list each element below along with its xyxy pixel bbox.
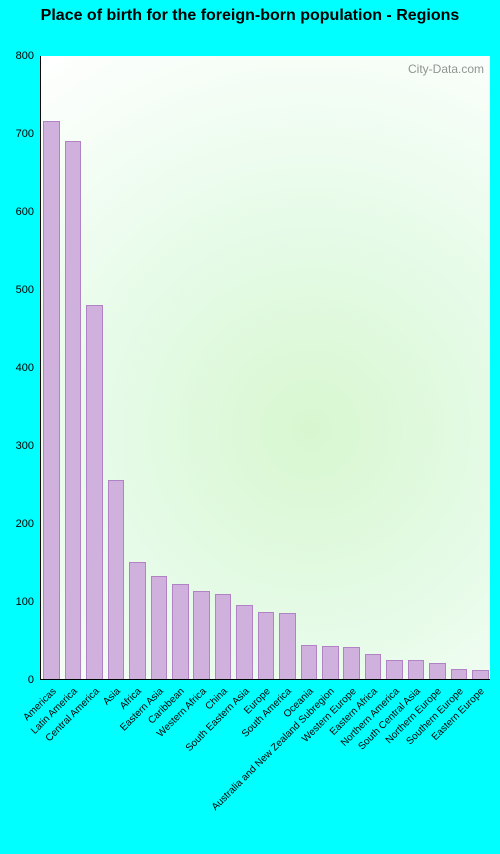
bar (43, 121, 60, 679)
bar (65, 141, 82, 679)
ytick-label: 800 (0, 50, 34, 62)
ytick-label: 200 (0, 518, 34, 530)
plot-area (40, 56, 490, 680)
ytick-label: 300 (0, 440, 34, 452)
chart-stage: Place of birth for the foreign-born popu… (0, 0, 500, 854)
bars-container (41, 56, 490, 679)
bar (86, 305, 103, 679)
ytick-label: 700 (0, 128, 34, 140)
ytick-label: 100 (0, 596, 34, 608)
ytick-label: 600 (0, 206, 34, 218)
bar (151, 576, 168, 679)
ytick-label: 400 (0, 362, 34, 374)
ytick-label: 500 (0, 284, 34, 296)
chart-title: Place of birth for the foreign-born popu… (0, 6, 500, 25)
watermark: City-Data.com (408, 62, 484, 76)
ytick-label: 0 (0, 674, 34, 686)
